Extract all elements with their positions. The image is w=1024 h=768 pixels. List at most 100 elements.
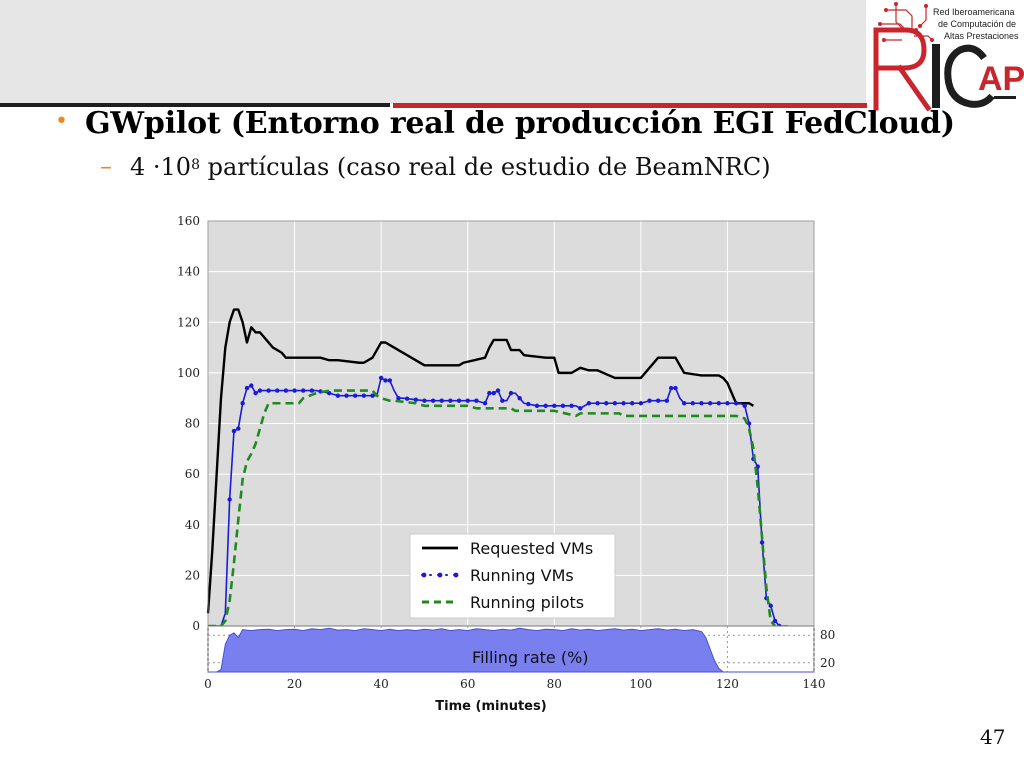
y-tick-label: 20 bbox=[185, 568, 200, 582]
running-vms-point bbox=[612, 401, 618, 406]
x-tick-label: 140 bbox=[803, 677, 826, 691]
filling-y-tick-label: 20 bbox=[820, 656, 835, 670]
running-vms-point bbox=[456, 398, 462, 403]
series-line-requested-vms bbox=[206, 308, 755, 614]
logo-line-1: Red Iberoamericana bbox=[933, 7, 1015, 17]
running-vms-point bbox=[534, 403, 540, 408]
slide-heading: GWpilot (Entorno real de producción EGI … bbox=[85, 106, 955, 141]
chart-svg: 0 20 40 60 80 100 120 140 160 Requested VMs Runnin… bbox=[177, 214, 835, 714]
running-vms-point bbox=[621, 401, 626, 406]
legend-swatch-marker bbox=[453, 572, 459, 578]
running-vms-point bbox=[474, 398, 479, 403]
running-vms-point bbox=[772, 618, 778, 624]
running-vms-point bbox=[725, 401, 730, 406]
running-vms-point bbox=[699, 401, 704, 406]
running-vms-point bbox=[482, 401, 488, 406]
running-vms-point bbox=[344, 393, 349, 398]
y-tick-label: 60 bbox=[185, 467, 200, 481]
running-vms-point bbox=[439, 398, 444, 403]
running-vms-point bbox=[396, 395, 401, 401]
sub-bullet-exponent: 8 bbox=[191, 157, 200, 173]
running-vms-point bbox=[655, 398, 661, 403]
running-vms-point bbox=[495, 388, 501, 393]
running-vms-point bbox=[266, 388, 271, 393]
legend-label: Requested VMs bbox=[470, 539, 593, 558]
running-vms-point bbox=[560, 403, 566, 408]
ricap-logo: Red Iberoamericana de Computación de Alt… bbox=[866, 0, 1024, 112]
sub-bullet-marker: – bbox=[100, 152, 112, 180]
running-vms-point bbox=[309, 388, 315, 393]
running-vms-point bbox=[352, 393, 358, 398]
logo-line-3: Altas Prestaciones bbox=[944, 31, 1019, 41]
x-tick-label: 20 bbox=[287, 677, 302, 691]
running-vms-point bbox=[244, 385, 250, 391]
y-tick-label: 0 bbox=[192, 619, 200, 633]
running-vms-point bbox=[707, 401, 713, 406]
title-background bbox=[0, 0, 866, 104]
filling-y-tick-label: 80 bbox=[820, 628, 835, 642]
x-tick-label: 40 bbox=[374, 677, 389, 691]
title-divider-red bbox=[393, 103, 867, 108]
running-vms-point bbox=[746, 421, 752, 426]
running-vms-point bbox=[387, 378, 392, 383]
running-vms-point bbox=[383, 378, 388, 383]
logo-line-2: de Computación de bbox=[938, 19, 1016, 29]
plot-frame bbox=[207, 220, 815, 627]
running-vms-point bbox=[236, 426, 241, 431]
y-tick-label: 160 bbox=[177, 214, 200, 228]
running-vms-point bbox=[586, 401, 592, 406]
x-tick-label: 0 bbox=[204, 677, 212, 691]
running-vms-point bbox=[569, 403, 574, 408]
x-tick-label: 100 bbox=[629, 677, 652, 691]
legend-swatch-marker bbox=[421, 572, 427, 578]
legend-swatch-marker bbox=[437, 572, 443, 578]
running-vms-point bbox=[253, 390, 258, 396]
running-vms-point bbox=[292, 388, 297, 393]
running-vms-point bbox=[742, 403, 747, 408]
svg-text:AP: AP bbox=[978, 60, 1024, 98]
running-vms-point bbox=[500, 398, 505, 403]
legend-label: Running VMs bbox=[470, 566, 574, 585]
y-tick-label: 40 bbox=[185, 518, 200, 532]
sub-bullet-suffix: partículas (caso real de estudio de Beam… bbox=[200, 153, 771, 181]
filling-rate-area bbox=[208, 627, 814, 673]
running-vms-point bbox=[227, 497, 232, 502]
running-vms-point bbox=[240, 401, 245, 406]
title-divider-dark bbox=[0, 103, 390, 107]
filling-rate-label: Filling rate (%) bbox=[472, 648, 588, 667]
series-line-running-pilots bbox=[208, 389, 777, 628]
running-vms-point bbox=[465, 398, 470, 403]
x-axis-label: Time (minutes) bbox=[435, 699, 546, 714]
running-vms-point bbox=[768, 603, 773, 608]
running-vms-point bbox=[404, 396, 410, 401]
sub-bullet-prefix: 4 ·10 bbox=[130, 153, 192, 181]
running-vms-point bbox=[487, 390, 492, 396]
running-vms-point bbox=[604, 401, 609, 406]
running-vms-point bbox=[275, 388, 280, 393]
y-tick-label: 120 bbox=[177, 315, 200, 329]
running-vms-point bbox=[283, 388, 289, 393]
running-vms-point bbox=[647, 398, 652, 403]
running-vms-point bbox=[491, 390, 496, 396]
x-tick-label: 80 bbox=[547, 677, 562, 691]
running-vms-point bbox=[759, 540, 765, 545]
running-vms-point bbox=[690, 401, 695, 406]
running-vms-point bbox=[673, 385, 678, 391]
running-vms-point bbox=[543, 403, 548, 408]
running-vms-point bbox=[508, 390, 514, 396]
running-vms-point bbox=[716, 401, 721, 406]
running-vms-point bbox=[526, 401, 531, 407]
y-tick-label: 80 bbox=[185, 417, 200, 431]
running-vms-point bbox=[448, 398, 453, 403]
running-vms-point bbox=[422, 398, 427, 403]
running-vms-point bbox=[257, 388, 263, 393]
running-vms-point bbox=[249, 383, 254, 388]
running-vms-point bbox=[664, 398, 670, 403]
y-tick-label: 100 bbox=[177, 366, 200, 380]
sub-bullet-text: 4 ·108 partículas (caso real de estudio … bbox=[130, 153, 771, 181]
bullet-marker: • bbox=[55, 109, 68, 134]
running-vms-point bbox=[668, 385, 674, 391]
running-vms-point bbox=[595, 401, 600, 406]
running-vms-point bbox=[681, 401, 687, 406]
running-vms-point bbox=[361, 393, 367, 398]
